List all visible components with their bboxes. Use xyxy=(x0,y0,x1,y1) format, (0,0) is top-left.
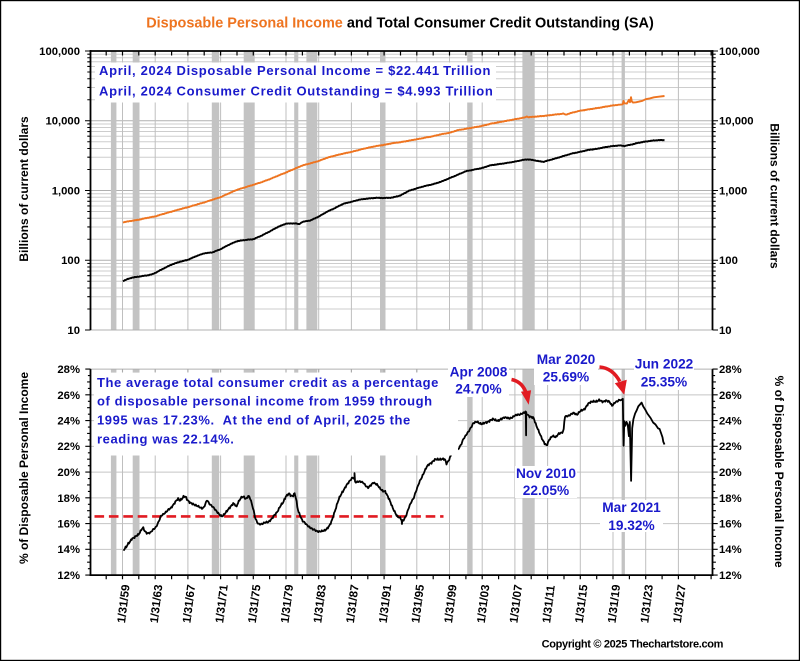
svg-text:1/31/79: 1/31/79 xyxy=(279,583,297,624)
svg-text:Jun 2022: Jun 2022 xyxy=(635,357,694,372)
svg-text:18%: 18% xyxy=(57,493,80,505)
svg-text:28%: 28% xyxy=(57,364,80,376)
svg-text:18%: 18% xyxy=(719,493,742,505)
svg-text:of disposable personal income: of disposable personal income from 1959 … xyxy=(97,394,433,409)
svg-text:24%: 24% xyxy=(57,416,80,428)
svg-text:1/31/15: 1/31/15 xyxy=(573,583,591,624)
svg-text:Billions of current dollars: Billions of current dollars xyxy=(17,116,31,262)
svg-text:% of Disposable Personal Incom: % of Disposable Personal Income xyxy=(17,372,31,564)
svg-text:1,000: 1,000 xyxy=(719,185,747,197)
svg-text:1/31/95: 1/31/95 xyxy=(409,583,427,624)
svg-text:10: 10 xyxy=(719,325,732,337)
svg-text:24.70%: 24.70% xyxy=(455,382,501,397)
svg-text:24%: 24% xyxy=(719,416,742,428)
svg-text:20%: 20% xyxy=(57,467,80,479)
svg-text:22%: 22% xyxy=(57,441,80,453)
svg-text:22%: 22% xyxy=(719,441,742,453)
svg-text:Copyright © 2025 Thechartstore: Copyright © 2025 Thechartstore.com xyxy=(542,638,724,650)
svg-text:1/31/07: 1/31/07 xyxy=(507,584,525,624)
svg-text:10,000: 10,000 xyxy=(719,116,754,128)
svg-text:25.69%: 25.69% xyxy=(543,370,589,385)
svg-text:100: 100 xyxy=(719,255,738,267)
svg-text:1/31/19: 1/31/19 xyxy=(606,583,624,624)
svg-text:20%: 20% xyxy=(719,467,742,479)
svg-text:1,000: 1,000 xyxy=(52,185,80,197)
svg-text:1/31/03: 1/31/03 xyxy=(475,583,493,624)
svg-text:1/31/87: 1/31/87 xyxy=(344,584,362,624)
svg-text:26%: 26% xyxy=(719,390,742,402)
svg-text:April, 2024 Consumer Credit Ou: April, 2024 Consumer Credit Outstanding … xyxy=(99,83,494,98)
svg-text:The average total consumer cre: The average total consumer credit as a p… xyxy=(97,375,439,390)
svg-text:25.35%: 25.35% xyxy=(641,374,687,389)
svg-text:1/31/99: 1/31/99 xyxy=(442,583,460,624)
svg-text:Billions of current dollars: Billions of current dollars xyxy=(768,123,782,269)
svg-text:1995 was 17.23%. At the end o: 1995 was 17.23%. At the end of April, 20… xyxy=(97,413,411,428)
svg-text:19.32%: 19.32% xyxy=(608,518,654,533)
svg-text:reading was 22.14%.: reading was 22.14%. xyxy=(97,431,234,446)
svg-text:Mar 2021: Mar 2021 xyxy=(602,500,661,515)
svg-text:Nov 2010: Nov 2010 xyxy=(516,466,576,481)
svg-text:Apr 2008: Apr 2008 xyxy=(450,364,508,379)
svg-text:1/31/75: 1/31/75 xyxy=(246,583,264,624)
svg-text:22.05%: 22.05% xyxy=(523,483,569,498)
svg-text:1/31/11: 1/31/11 xyxy=(540,584,558,624)
svg-text:1/31/23: 1/31/23 xyxy=(638,583,656,624)
svg-text:% of Disposable Personal Incom: % of Disposable Personal Income xyxy=(772,376,786,568)
svg-text:14%: 14% xyxy=(719,544,742,556)
svg-text:100,000: 100,000 xyxy=(39,46,80,58)
svg-text:16%: 16% xyxy=(719,519,742,531)
svg-text:1/31/59: 1/31/59 xyxy=(115,583,133,624)
svg-text:1/31/27: 1/31/27 xyxy=(671,584,689,624)
svg-text:12%: 12% xyxy=(57,570,80,582)
svg-text:28%: 28% xyxy=(719,364,742,376)
svg-text:Disposable Personal Income and: Disposable Personal Income and Total Con… xyxy=(146,16,654,32)
svg-text:12%: 12% xyxy=(719,570,742,582)
svg-text:16%: 16% xyxy=(57,519,80,531)
svg-text:100: 100 xyxy=(61,255,80,267)
svg-text:1/31/83: 1/31/83 xyxy=(311,583,329,624)
svg-text:Mar 2020: Mar 2020 xyxy=(537,352,596,367)
svg-text:26%: 26% xyxy=(57,390,80,402)
svg-text:14%: 14% xyxy=(57,544,80,556)
svg-text:1/31/63: 1/31/63 xyxy=(148,583,166,624)
svg-text:10,000: 10,000 xyxy=(45,116,80,128)
svg-text:1/31/67: 1/31/67 xyxy=(180,584,198,624)
svg-text:100,000: 100,000 xyxy=(719,46,760,58)
svg-text:April, 2024 Disposable Persona: April, 2024 Disposable Personal Income =… xyxy=(99,63,491,78)
svg-text:10: 10 xyxy=(67,325,80,337)
svg-text:1/31/71: 1/31/71 xyxy=(213,583,231,624)
svg-text:1/31/91: 1/31/91 xyxy=(377,583,395,624)
